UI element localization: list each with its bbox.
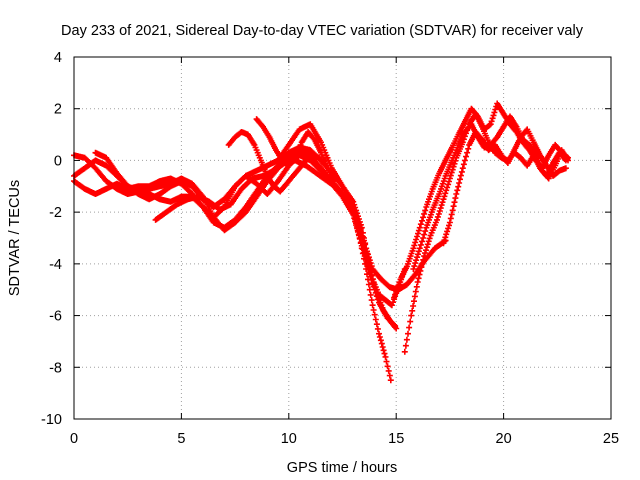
x-tick-label: 15 xyxy=(388,431,404,447)
grid-lines xyxy=(74,57,611,419)
y-tick-label: 2 xyxy=(54,102,62,118)
chart-title: Day 233 of 2021, Sidereal Day-to-day VTE… xyxy=(61,23,584,39)
series-markers xyxy=(440,126,569,247)
series-track-9 xyxy=(391,100,571,301)
data-points xyxy=(71,100,571,384)
series-markers xyxy=(92,144,400,332)
axis-ticks xyxy=(73,56,612,420)
y-axis-label: SDTVAR / TECUs xyxy=(7,180,23,296)
series-track-7 xyxy=(253,116,337,185)
y-tick-label: -8 xyxy=(49,360,62,376)
series-markers xyxy=(391,100,571,301)
y-tick-label: -2 xyxy=(49,205,62,221)
x-tick-labels: 0 5 10 15 20 25 xyxy=(70,431,619,447)
y-tick-label: 4 xyxy=(54,50,62,66)
y-tick-labels: -10 -8 -6 -4 -2 0 2 4 xyxy=(41,50,62,428)
series-markers xyxy=(253,116,337,185)
series-markers xyxy=(225,129,329,195)
x-tick-label: 25 xyxy=(603,431,619,447)
series-track-11 xyxy=(440,126,569,247)
x-tick-label: 0 xyxy=(70,431,78,447)
series-track-6 xyxy=(225,129,329,195)
x-axis-label: GPS time / hours xyxy=(287,460,397,476)
y-tick-label: 0 xyxy=(54,153,62,169)
y-tick-label: -10 xyxy=(41,412,62,428)
x-tick-label: 5 xyxy=(177,431,185,447)
x-tick-label: 20 xyxy=(496,431,512,447)
x-tick-label: 10 xyxy=(281,431,297,447)
series-track-4 xyxy=(92,144,400,332)
y-tick-label: -4 xyxy=(49,257,62,273)
y-tick-label: -6 xyxy=(49,309,62,325)
plot-frame xyxy=(73,56,612,420)
